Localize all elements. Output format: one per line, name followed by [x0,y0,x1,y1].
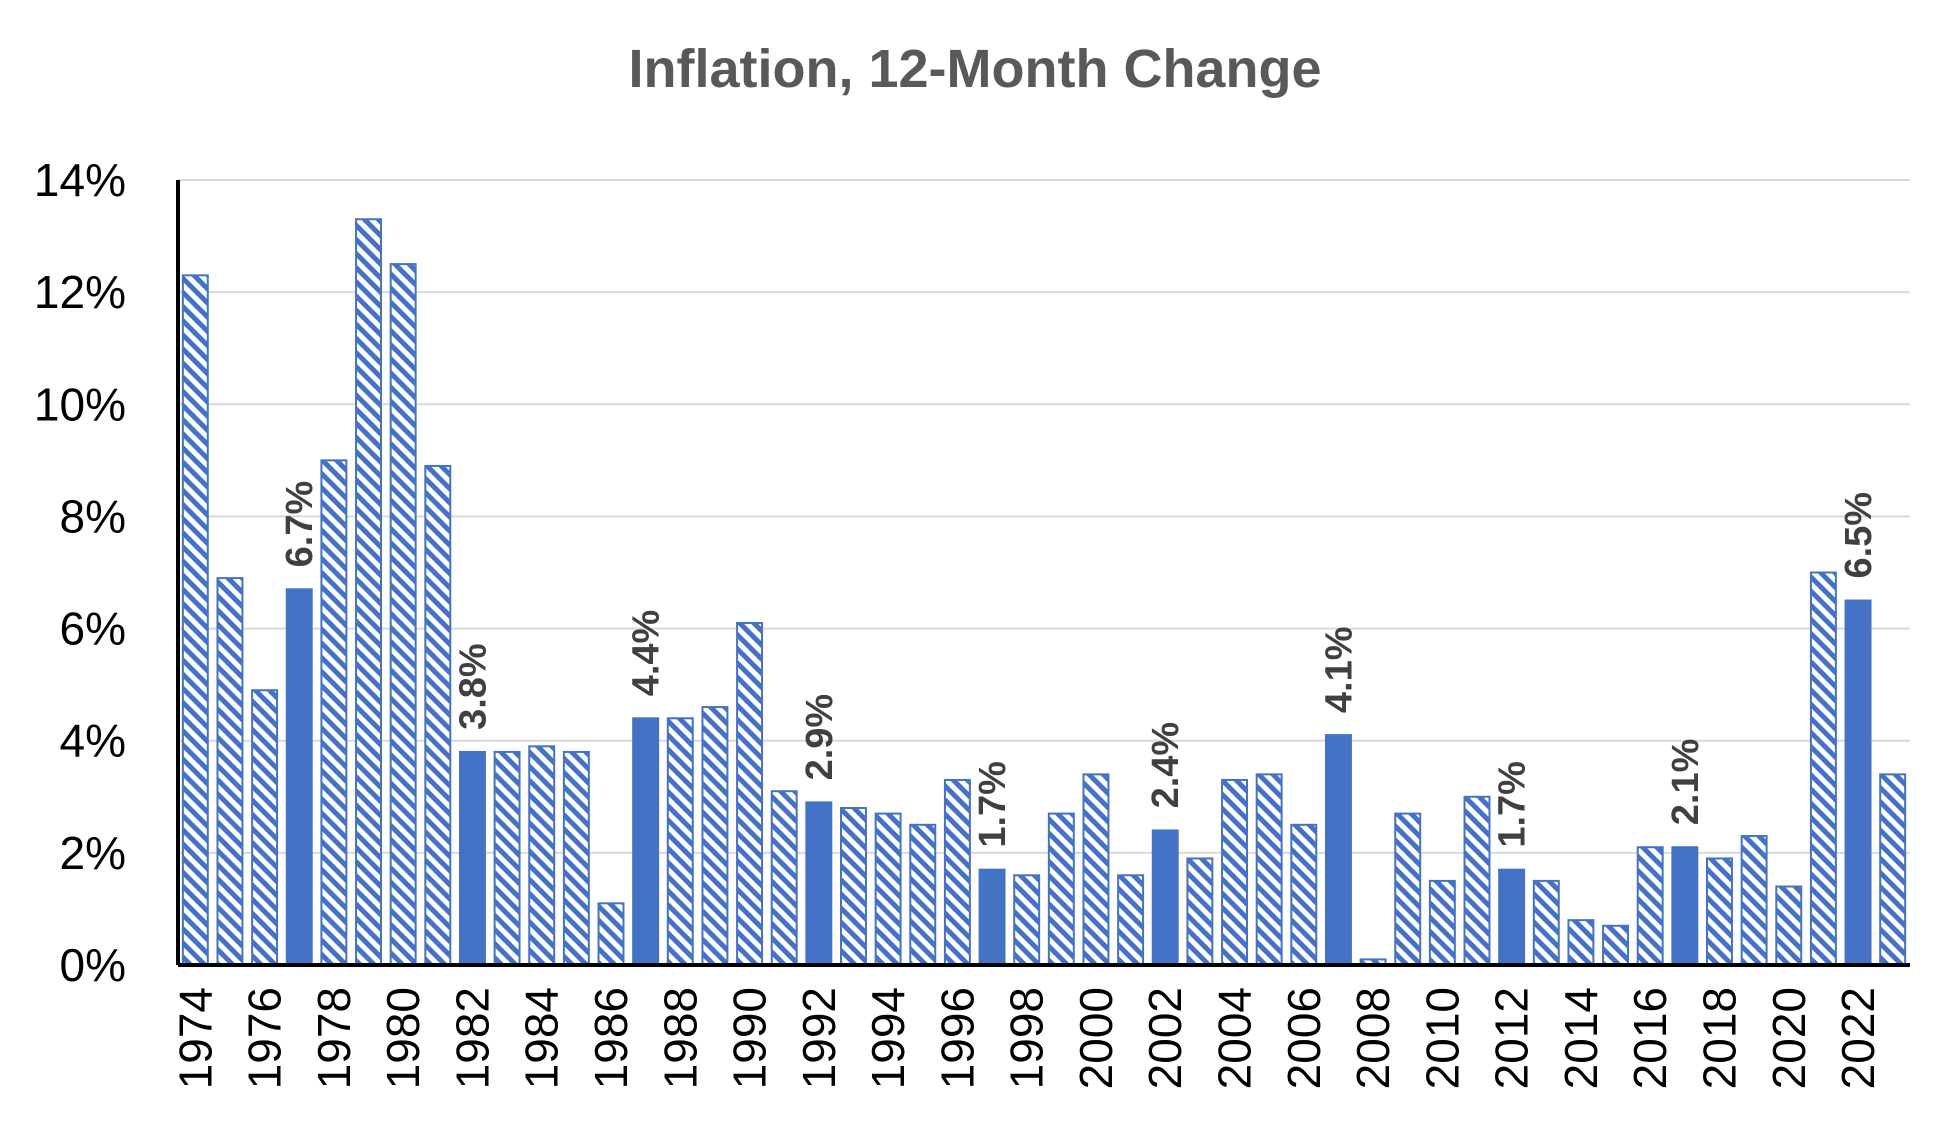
y-tick-label: 2% [60,827,126,879]
bar-2022 [1844,599,1872,966]
bar-2017 [1671,846,1699,966]
bar-2004 [1221,778,1248,967]
bar-1992 [805,801,833,967]
bar-1978 [320,459,348,966]
data-label-2017: 2.1% [1665,739,1707,826]
bar-2003 [1186,857,1214,967]
bar-1994 [874,812,902,966]
bar-2023 [1879,773,1907,966]
bar-2007 [1324,734,1352,966]
bar-1997 [978,868,1006,967]
x-tick-label: 1990 [724,987,776,1089]
data-label-2002: 2.4% [1145,722,1187,809]
y-tick-label: 0% [60,939,126,991]
x-tick-label: 2020 [1763,987,1815,1089]
x-tick-label: 1978 [308,987,360,1089]
bar-1980 [389,263,417,967]
y-tick-label: 8% [60,490,126,542]
x-tick-label: 1980 [377,987,429,1089]
bar-1991 [770,790,798,967]
bar-1983 [493,750,521,967]
bar-1976 [251,689,279,966]
bar-1981 [424,464,452,966]
data-label-2007: 4.1% [1318,626,1360,713]
x-tick-label: 1982 [446,987,498,1089]
bar-2002 [1151,829,1179,967]
bar-2015 [1602,924,1630,966]
bar-1986 [597,902,625,966]
x-tick-label: 1988 [654,987,706,1089]
x-tick-label: 1998 [1001,987,1053,1089]
y-tick-label: 14% [34,154,126,206]
bar-1975 [216,577,244,966]
y-tick-label: 10% [34,378,126,430]
y-tick-label: 12% [34,266,126,318]
y-tick-label: 4% [60,715,126,767]
bar-1993 [840,807,867,966]
x-tick-label: 2000 [1070,987,1122,1089]
x-tick-label: 1974 [169,987,221,1089]
bar-1979 [355,218,382,966]
bar-1990 [736,621,764,966]
bar-1984 [528,745,556,966]
bar-2000 [1082,773,1110,966]
bar-1996 [943,778,971,967]
bar-1982 [458,750,486,967]
x-tick-label: 1994 [862,987,914,1089]
bar-2014 [1567,919,1595,967]
x-tick-label: 2006 [1278,987,1330,1089]
x-tick-label: 1986 [585,987,637,1089]
bar-1988 [666,717,694,966]
data-label-1977: 6.7% [279,481,321,568]
x-tick-label: 2016 [1624,987,1676,1089]
bar-1987 [632,717,660,966]
bar-2011 [1463,795,1491,966]
x-tick-label: 2012 [1486,987,1538,1089]
x-tick-label: 1984 [516,987,568,1089]
y-tick-label: 6% [60,603,126,655]
data-label-1982: 3.8% [452,643,494,730]
bar-2020 [1775,885,1803,966]
bar-2013 [1532,879,1560,967]
bar-2012 [1498,868,1526,967]
bar-1999 [1047,812,1075,966]
data-label-1992: 2.9% [799,694,841,781]
bar-2005 [1255,773,1283,966]
x-tick-label: 2014 [1555,987,1607,1089]
bar-2001 [1117,874,1145,966]
bar-2009 [1394,812,1422,966]
x-tick-label: 2022 [1832,987,1884,1089]
x-tick-label: 2002 [1139,987,1191,1089]
bar-1989 [701,706,729,966]
bar-1974 [181,274,209,967]
bar-2018 [1706,857,1733,967]
bar-2006 [1290,823,1318,966]
bar-2021 [1809,571,1837,966]
bar-2016 [1636,846,1664,966]
bar-2010 [1428,879,1456,967]
bar-1998 [1013,874,1041,966]
data-label-1997: 1.7% [972,761,1014,848]
data-label-1987: 4.4% [626,610,668,697]
x-tick-label: 2004 [1209,987,1261,1089]
x-tick-label: 2018 [1693,987,1745,1089]
data-label-2022: 6.5% [1838,492,1880,579]
x-tick-label: 1996 [931,987,983,1089]
x-tick-label: 1976 [239,987,291,1089]
bar-1985 [562,750,590,967]
x-tick-label: 2010 [1416,987,1468,1089]
bar-1995 [909,823,937,966]
bar-2019 [1740,835,1768,966]
x-tick-label: 2008 [1347,987,1399,1089]
data-label-2012: 1.7% [1492,761,1534,848]
bar-1977 [285,588,313,966]
x-tick-label: 1992 [793,987,845,1089]
chart-title: Inflation, 12-Month Change [628,39,1322,99]
